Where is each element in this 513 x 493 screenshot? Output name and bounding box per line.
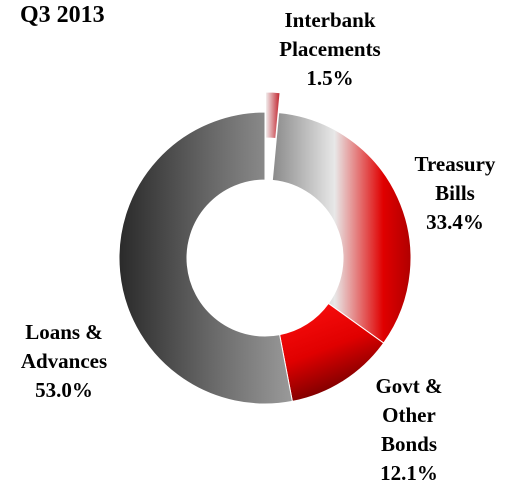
label-govt-other-bonds: Govt & Other Bonds 12.1%	[368, 372, 450, 488]
label-interbank-value: 1.5%	[306, 66, 354, 90]
label-loans-line1: Loans &	[25, 320, 103, 344]
label-treasury-line1: Treasury	[414, 152, 496, 176]
label-govt-value: 12.1%	[380, 461, 438, 485]
label-interbank-placements: Interbank Placements 1.5%	[265, 6, 395, 93]
label-loans-advances: Loans & Advances 53.0%	[14, 318, 114, 405]
label-interbank-line1: Interbank	[284, 8, 376, 32]
chart-title: Q3 2013	[20, 2, 105, 28]
label-govt-line3: Bonds	[380, 432, 438, 456]
label-treasury-line2: Bills	[435, 181, 475, 205]
label-loans-line2: Advances	[20, 349, 108, 373]
label-treasury-bills: Treasury Bills 33.4%	[405, 150, 505, 237]
label-govt-line2: Other	[382, 403, 436, 427]
label-treasury-value: 33.4%	[426, 210, 484, 234]
slice-interbank-placements	[265, 91, 281, 140]
label-loans-value: 53.0%	[35, 378, 93, 402]
slice-loans-advances	[118, 111, 293, 405]
slice-treasury-bills	[271, 112, 412, 344]
label-interbank-line2: Placements	[279, 37, 381, 61]
label-govt-line1: Govt &	[375, 374, 443, 398]
